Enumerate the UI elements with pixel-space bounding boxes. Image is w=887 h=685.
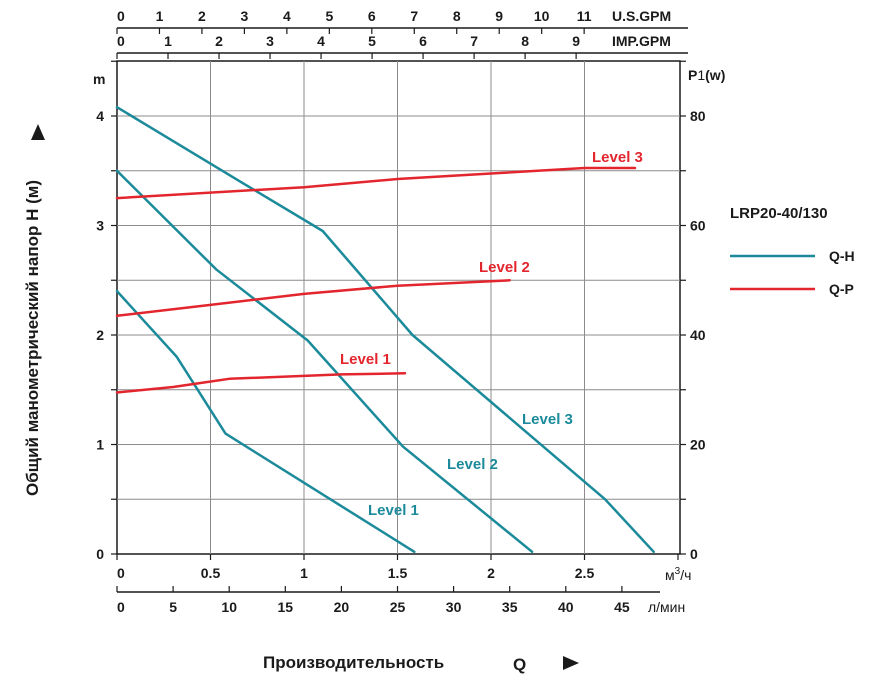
lmin-tick-label: 10 (221, 599, 237, 615)
h-unit: m (93, 71, 105, 87)
m3h-unit: м3/ч (665, 566, 691, 583)
qp-level-2-curve (115, 279, 511, 318)
lmin-tick-label: 30 (446, 599, 462, 615)
m3h-tick-label: 2.5 (575, 565, 595, 581)
lmin-tick-label: 0 (117, 599, 125, 615)
impgpm-tick-label: 2 (215, 33, 223, 49)
p-tick-label: 60 (690, 218, 706, 234)
m3h-unit-main: м (665, 567, 675, 583)
usgpm-unit: U.S.GPM (612, 8, 671, 24)
h-tick-label: 3 (96, 218, 104, 234)
usgpm-tick-label: 4 (283, 8, 291, 24)
qp-level-1-curve (115, 372, 407, 394)
p-unit-main: P (688, 67, 697, 83)
usgpm-tick-label: 5 (325, 8, 333, 24)
h-tick-label: 1 (96, 437, 104, 453)
legend-qp-label: Q-P (829, 281, 854, 297)
qp-level-3-label: Level 3 (592, 149, 643, 166)
p-tick-label: 40 (690, 327, 706, 343)
lmin-tick-label: 20 (334, 599, 350, 615)
p-unit-suffix: (w) (705, 67, 725, 83)
usgpm-tick-label: 7 (410, 8, 418, 24)
usgpm-tick-label: 9 (495, 8, 503, 24)
lmin-tick-label: 25 (390, 599, 406, 615)
qh-level-1-label: Level 1 (368, 502, 419, 519)
h-tick-label: 2 (96, 327, 104, 343)
x-axis-arrow-icon (563, 656, 579, 670)
lmin-tick-label: 45 (614, 599, 630, 615)
impgpm-tick-label: 8 (521, 33, 529, 49)
x-axis-title: Производительность (263, 653, 444, 672)
qh-level-3-label: Level 3 (522, 411, 573, 428)
impgpm-tick-label: 1 (164, 33, 172, 49)
grid (117, 61, 680, 554)
usgpm-tick-label: 8 (453, 8, 461, 24)
usgpm-tick-label: 2 (198, 8, 206, 24)
y-axis-title: Общий манометрический напор H (м) (23, 180, 42, 496)
impgpm-tick-label: 4 (317, 33, 325, 49)
p-tick-label: 80 (690, 108, 706, 124)
y-axis-title-text: Общий манометрический напор H (м) (23, 180, 42, 496)
impgpm-ticks: 0 1 2 3 4 5 6 7 8 9 (116, 33, 580, 59)
lmin-tick-label: 15 (278, 599, 294, 615)
qp-level-3-curve (115, 166, 637, 200)
impgpm-tick-label: 9 (572, 33, 580, 49)
lmin-tick-label: 40 (558, 599, 574, 615)
lmin-unit: л/мин (648, 599, 685, 615)
qh-level-2-label: Level 2 (447, 456, 498, 473)
impgpm-tick-label: 7 (470, 33, 478, 49)
usgpm-tick-label: 6 (368, 8, 376, 24)
impgpm-tick-label: 5 (368, 33, 376, 49)
m3h-unit-sup: 3 (675, 566, 681, 577)
p-ticks: 0 20 40 60 80 (680, 60, 706, 562)
impgpm-tick-label: 6 (419, 33, 427, 49)
legend-title: LRP20-40/130 (730, 205, 828, 222)
y-axis-arrow-icon (31, 124, 45, 140)
lmin-ticks: 0 5 10 15 20 25 30 35 40 45 (116, 586, 630, 615)
lmin-tick-label: 5 (169, 599, 177, 615)
m3h-tick-label: 2 (487, 565, 495, 581)
usgpm-tick-label: 10 (534, 8, 550, 24)
lmin-tick-label: 35 (502, 599, 518, 615)
x-axis-symbol: Q (513, 655, 526, 674)
qh-level-2-curve (115, 169, 534, 554)
m3h-unit-suffix: /ч (680, 567, 691, 583)
p-tick-label: 0 (690, 546, 698, 562)
h-tick-label: 0 (96, 546, 104, 562)
p-tick-label: 20 (690, 437, 706, 453)
m3h-ticks: 0 0.5 1 1.5 2 2.5 (116, 554, 679, 581)
usgpm-tick-label: 11 (577, 8, 592, 24)
qh-level-3-curve (115, 105, 655, 554)
m3h-tick-label: 1 (300, 565, 308, 581)
qh-level-1-curve (115, 289, 416, 554)
qp-level-2-label: Level 2 (479, 259, 530, 276)
usgpm-tick-label: 3 (241, 8, 249, 24)
series-group (115, 105, 655, 554)
impgpm-tick-label: 0 (117, 33, 125, 49)
m3h-tick-label: 0 (117, 565, 125, 581)
m3h-tick-label: 1.5 (388, 565, 408, 581)
plot-frame (116, 60, 681, 555)
h-ticks: 0 1 2 3 4 (96, 60, 117, 562)
usgpm-ticks: 0 1 2 3 4 5 6 7 8 9 10 11 (116, 8, 592, 34)
qp-level-1-label: Level 1 (340, 351, 391, 368)
p-unit-sub: 1 (697, 67, 705, 83)
impgpm-tick-label: 3 (266, 33, 274, 49)
impgpm-unit: IMP.GPM (612, 33, 671, 49)
h-tick-label: 4 (96, 108, 104, 124)
m3h-tick-label: 0.5 (201, 565, 221, 581)
usgpm-tick-label: 0 (117, 8, 125, 24)
p-unit: P1(w) (688, 67, 725, 83)
usgpm-tick-label: 1 (156, 8, 164, 24)
legend-qh-label: Q-H (829, 248, 855, 264)
